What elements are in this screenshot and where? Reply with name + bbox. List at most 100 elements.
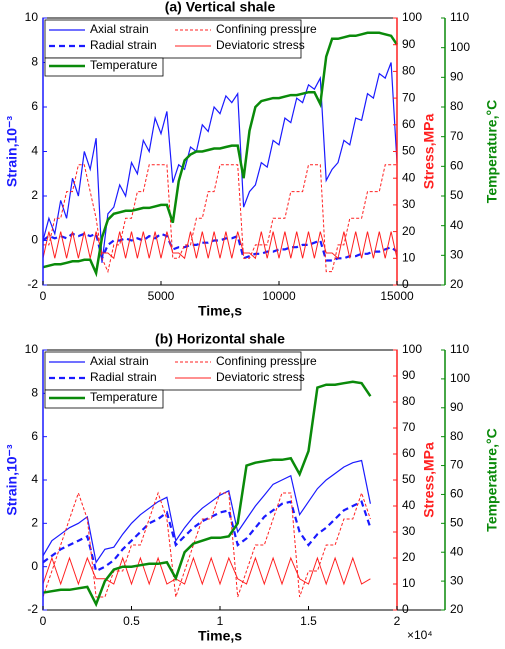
y2-tick-label: 70 (402, 90, 416, 104)
legend-label: Axial strain (90, 22, 149, 36)
y3-tick-label: 60 (450, 159, 464, 173)
y-tick-label: 2 (31, 188, 38, 202)
legend-label: Radial strain (90, 38, 157, 52)
legend-label: Temperature (90, 390, 158, 404)
y-tick-label: 8 (31, 55, 38, 69)
series-line (42, 491, 371, 598)
y3-axis-label: Temperature,°C (484, 428, 500, 531)
x-tick-label: 10000 (262, 289, 296, 303)
legend-box (44, 57, 164, 77)
legend-label: Confining pressure (216, 22, 317, 36)
series-line (42, 31, 399, 278)
y-tick-label: 10 (25, 342, 39, 356)
legend-label: Axial strain (90, 354, 149, 368)
y2-tick-label: 40 (402, 498, 416, 512)
y2-tick-label: 100 (402, 10, 422, 24)
y2-axis-label: Stress,MPa (421, 114, 437, 190)
x-multiplier: ×10⁴ (407, 628, 433, 642)
y-tick-label: 8 (31, 386, 38, 400)
y-axis-label: Strain,10⁻³ (4, 444, 20, 516)
x-tick-label: 1.5 (300, 614, 317, 628)
y3-tick-label: 40 (450, 218, 464, 232)
y-tick-label: 4 (31, 144, 38, 158)
y-tick-label: 0 (31, 233, 38, 247)
y3-tick-label: 80 (450, 99, 464, 113)
legend-box (44, 389, 164, 409)
y2-tick-label: 50 (402, 472, 416, 486)
y3-tick-label: 30 (450, 573, 464, 587)
y3-tick-label: 110 (450, 342, 469, 356)
y3-tick-label: 70 (450, 129, 464, 143)
series-line (42, 62, 398, 263)
y3-tick-label: 50 (450, 516, 464, 530)
y3-tick-label: 100 (450, 371, 470, 385)
legend-label: Deviatoric stress (216, 370, 305, 384)
x-tick-label: 1 (217, 614, 224, 628)
y-axis-label: Strain,10⁻³ (4, 116, 20, 188)
y2-tick-label: 10 (402, 576, 416, 590)
y3-tick-label: 30 (450, 248, 464, 262)
y3-tick-label: 20 (450, 602, 464, 616)
y3-tick-label: 110 (450, 10, 469, 24)
y2-tick-label: 50 (402, 144, 416, 158)
series-line (42, 556, 371, 586)
x-axis-label: Time,s (198, 303, 242, 319)
y-tick-label: 10 (25, 10, 39, 24)
y-tick-label: -2 (27, 277, 38, 291)
y3-tick-label: 70 (450, 458, 464, 472)
y-tick-label: -2 (27, 602, 38, 616)
series-line (42, 459, 371, 564)
x-tick-label: 0 (40, 614, 47, 628)
y3-tick-label: 90 (450, 70, 464, 84)
y2-tick-label: 40 (402, 170, 416, 184)
y-tick-label: 2 (31, 516, 38, 530)
series-line (42, 231, 398, 260)
x-tick-label: 15000 (380, 289, 414, 303)
y2-tick-label: 70 (402, 420, 416, 434)
y3-tick-label: 80 (450, 429, 464, 443)
y-tick-label: 6 (31, 429, 38, 443)
y2-tick-label: 60 (402, 446, 416, 460)
chart-title: (b) Horizontal shale (155, 331, 285, 347)
y2-tick-label: 80 (402, 394, 416, 408)
series-line (42, 380, 372, 608)
y3-tick-label: 100 (450, 40, 470, 54)
y3-tick-label: 40 (450, 544, 464, 558)
y2-tick-label: 0 (402, 602, 409, 616)
y-tick-label: 4 (31, 472, 38, 486)
y2-tick-label: 30 (402, 197, 416, 211)
y2-axis-label: Stress,MPa (421, 442, 437, 518)
y2-tick-label: 30 (402, 524, 416, 538)
legend-label: Confining pressure (216, 354, 317, 368)
legend-box (44, 351, 302, 391)
y3-tick-label: 60 (450, 487, 464, 501)
y3-tick-label: 20 (450, 277, 464, 291)
legend-label: Temperature (90, 58, 158, 72)
x-tick-label: 0 (40, 289, 47, 303)
y2-tick-label: 90 (402, 368, 416, 382)
y3-tick-label: 50 (450, 188, 464, 202)
y2-tick-label: 90 (402, 37, 416, 51)
y2-tick-label: 20 (402, 550, 416, 564)
chart-title: (a) Vertical shale (165, 0, 276, 15)
series-line (43, 164, 397, 274)
y3-axis-label: Temperature,°C (484, 100, 500, 203)
y2-tick-label: 80 (402, 64, 416, 78)
legend-label: Radial strain (90, 370, 157, 384)
x-tick-label: 0.5 (123, 614, 140, 628)
y3-tick-label: 90 (450, 400, 464, 414)
legend-label: Deviatoric stress (216, 38, 305, 52)
y-tick-label: 6 (31, 99, 38, 113)
y2-tick-label: 10 (402, 250, 416, 264)
x-axis-label: Time,s (198, 628, 242, 644)
y-tick-label: 0 (31, 559, 38, 573)
y2-tick-label: 20 (402, 224, 416, 238)
y2-tick-label: 0 (402, 277, 409, 291)
x-tick-label: 5000 (148, 289, 175, 303)
x-tick-label: 2 (394, 614, 401, 628)
legend-box (44, 19, 302, 59)
series-line (42, 500, 372, 573)
y2-tick-label: 60 (402, 117, 416, 131)
y2-tick-label: 100 (402, 342, 422, 356)
